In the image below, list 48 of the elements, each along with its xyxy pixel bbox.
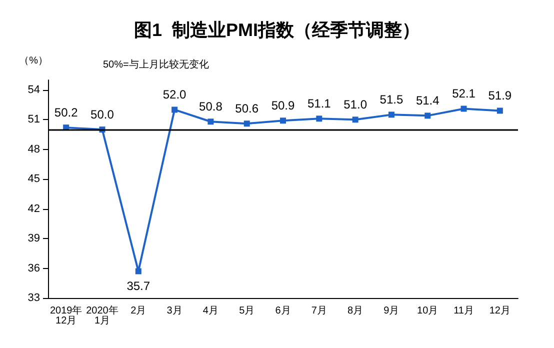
- y-tick-label: 36: [28, 262, 40, 274]
- point: [316, 116, 322, 122]
- chart-title: 图1 制造业PMI指数（经季节调整）: [134, 20, 420, 40]
- x-tick-label: 3月: [166, 306, 182, 316]
- x-tick-label: 7月: [311, 306, 327, 316]
- point: [244, 120, 250, 127]
- y-tick-label: 45: [28, 173, 40, 186]
- data-label: 51.4: [416, 94, 440, 108]
- x-tick-label: 11月: [454, 306, 474, 316]
- text: 50%=与上月比较无变化: [103, 58, 209, 70]
- y-tick-label: 42: [28, 202, 40, 215]
- data-label: 50.0: [90, 108, 114, 122]
- point: [352, 116, 358, 123]
- y-tick-label: 33: [28, 292, 40, 304]
- x-tick-label: 4月: [202, 306, 218, 316]
- data-label: 50.9: [271, 98, 295, 113]
- point: [172, 106, 178, 113]
- x-tick-label: 12月: [489, 306, 510, 316]
- data-label: 52.1: [452, 86, 476, 101]
- point: [280, 118, 286, 124]
- y-axis-title: （%）: [19, 56, 48, 66]
- data-label: 35.7: [126, 279, 150, 294]
- point: [496, 108, 503, 114]
- data-label: 51.0: [344, 98, 368, 112]
- data-label: 51.9: [488, 88, 512, 103]
- y-tick-label: 39: [28, 232, 40, 245]
- x-tick-label: 5月: [239, 306, 255, 316]
- point: [388, 112, 394, 118]
- point: [424, 112, 431, 119]
- y-tick-label: 48: [28, 143, 40, 156]
- y-tick-label: 54: [28, 84, 40, 96]
- point: [460, 106, 467, 112]
- data-label: 51.1: [307, 96, 332, 111]
- point: [208, 118, 214, 125]
- point: [135, 268, 142, 274]
- data-label: 50.6: [235, 102, 259, 116]
- x-tick-label: 6月: [275, 306, 291, 316]
- data-label: 50.2: [54, 106, 78, 120]
- x-tick-label: 8月: [348, 306, 364, 316]
- data-label: 50.8: [199, 100, 223, 114]
- data-label: 51.5: [380, 92, 404, 107]
- x-tick-label: 10月: [417, 306, 438, 316]
- x-tick-label: 2020年 1月: [86, 304, 118, 326]
- x-tick-label: 2019年 12月: [50, 304, 82, 326]
- data-label: 52.0: [162, 88, 187, 102]
- x-tick-label: 2月: [130, 306, 146, 316]
- x-tick-label: 9月: [384, 306, 400, 316]
- y-tick-label: 51: [28, 114, 40, 126]
